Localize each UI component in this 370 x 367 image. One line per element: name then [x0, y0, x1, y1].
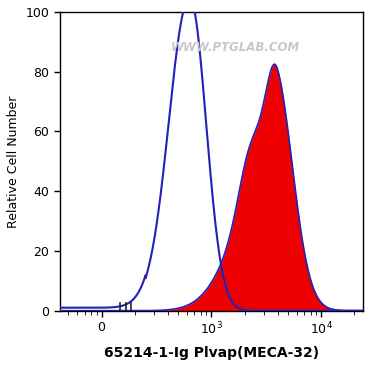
- Text: WWW.PTGLAB.COM: WWW.PTGLAB.COM: [171, 41, 300, 54]
- X-axis label: 65214-1-Ig Plvap(MECA-32): 65214-1-Ig Plvap(MECA-32): [104, 346, 319, 360]
- Y-axis label: Relative Cell Number: Relative Cell Number: [7, 95, 20, 228]
